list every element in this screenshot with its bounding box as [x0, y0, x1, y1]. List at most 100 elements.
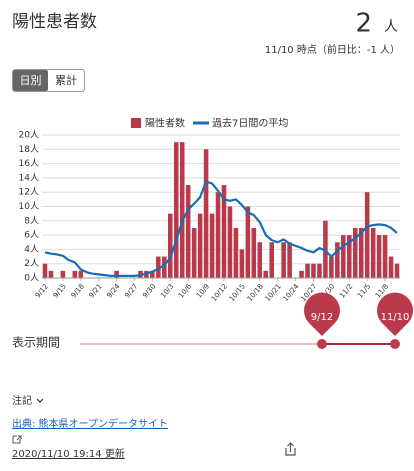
- y-tick-label: 10人: [19, 201, 39, 212]
- bar: [185, 185, 191, 278]
- x-tick-label: 10/18: [246, 282, 265, 303]
- x-tick-label: 9/27: [123, 282, 139, 299]
- bar: [382, 235, 388, 278]
- period-label: 表示期間: [12, 336, 60, 350]
- bar: [358, 227, 364, 278]
- legend-label: 過去7日間の平均: [212, 118, 288, 130]
- bar: [215, 192, 221, 278]
- slider-handle[interactable]: [390, 339, 400, 349]
- notes-toggle[interactable]: 注記: [12, 394, 32, 407]
- bar: [299, 270, 304, 278]
- bar: [209, 213, 215, 278]
- bar: [78, 270, 84, 278]
- bar: [335, 242, 340, 278]
- y-tick-label: 14人: [19, 172, 39, 183]
- x-tick-label: 10/21: [264, 282, 283, 303]
- bar: [245, 206, 251, 278]
- plot: 0人 2人 4人 6人 8人 10人 12人 14人 16人 18人 20人 9/12 9/15 9/18…: [19, 130, 400, 303]
- x-tick-label: 9/21: [88, 282, 104, 299]
- title: 陽性患者数: [12, 12, 97, 32]
- x-tick-label: 10/12: [210, 282, 229, 303]
- x-tick-label: 11/2: [338, 282, 354, 299]
- bar: [114, 270, 119, 278]
- updated-at: 2020/11/10 19:14 更新: [12, 447, 125, 460]
- bar: [173, 142, 179, 278]
- y-tick-label: 18人: [19, 144, 39, 155]
- x-tick-label: 11/5: [356, 282, 372, 299]
- x-tick-label: 9/24: [105, 282, 122, 300]
- bar: [305, 263, 310, 278]
- x-tick-label: 10/3: [159, 282, 175, 299]
- bar: [376, 235, 382, 278]
- x-tick-label: 9/30: [141, 282, 157, 299]
- legend-swatch: [131, 118, 141, 128]
- bar: [179, 142, 185, 278]
- bar: [341, 235, 346, 278]
- x-tick-label: 9/12: [34, 282, 50, 299]
- bar: [311, 263, 316, 278]
- bar: [221, 185, 227, 278]
- x-tick-label: 9/18: [70, 282, 86, 299]
- bar: [197, 213, 203, 278]
- legend-label: 陽性者数: [145, 117, 185, 130]
- bar: [370, 227, 376, 278]
- bar: [72, 270, 78, 278]
- x-tick-label: 10/24: [282, 282, 301, 303]
- average-line: [44, 180, 398, 277]
- bar: [48, 270, 54, 278]
- source-link[interactable]: 出典: 熊本県オープンデータサイト: [12, 417, 168, 430]
- current-value: 2: [355, 9, 372, 39]
- external-link-icon[interactable]: [12, 435, 22, 444]
- bar: [156, 256, 161, 278]
- bar: [263, 270, 269, 278]
- bar: [191, 227, 197, 278]
- y-tick-label: 12人: [19, 187, 39, 198]
- y-tick-label: 2人: [24, 258, 39, 269]
- bar: [287, 242, 292, 278]
- toggle-cumulative[interactable]: 累計: [55, 73, 77, 87]
- bar: [352, 227, 358, 278]
- y-tick-label: 4人: [24, 244, 39, 255]
- bar: [257, 242, 263, 278]
- bar: [251, 227, 257, 278]
- y-tick-label: 8人: [24, 215, 39, 226]
- x-tick-label: 9/15: [52, 282, 68, 299]
- bar: [168, 213, 173, 278]
- value-unit: 人: [384, 19, 398, 35]
- share-icon[interactable]: [285, 442, 296, 456]
- bar: [162, 256, 167, 278]
- bar: [329, 256, 334, 278]
- toggle-daily[interactable]: 日別: [20, 74, 42, 87]
- bar: [60, 270, 66, 278]
- chevron-icon[interactable]: [36, 398, 44, 403]
- pin-end-label: 11/10: [381, 312, 410, 323]
- bar: [269, 242, 274, 278]
- toggle-selected[interactable]: [13, 70, 48, 91]
- y-tick-label: 16人: [19, 158, 39, 169]
- slider-pin[interactable]: [377, 292, 413, 336]
- bar: [394, 263, 400, 278]
- x-tick-label: 10/15: [228, 282, 247, 303]
- bar: [388, 256, 394, 278]
- x-tick-label: 10/9: [195, 282, 211, 299]
- bar: [347, 235, 352, 278]
- slider-handle[interactable]: [317, 339, 327, 349]
- bar: [150, 270, 155, 278]
- bar: [239, 249, 245, 278]
- y-tick-label: 6人: [24, 230, 39, 241]
- date-note: 11/10 時点（前日比：-1 人）: [265, 43, 400, 56]
- bar: [203, 149, 209, 278]
- y-tick-label: 0人: [24, 273, 39, 284]
- y-tick-label: 20人: [19, 130, 39, 141]
- pin-start-label: 9/12: [311, 312, 333, 323]
- bar: [317, 263, 322, 278]
- bar: [323, 220, 328, 278]
- bar: [42, 263, 48, 278]
- bar: [281, 242, 286, 278]
- bar: [233, 227, 239, 278]
- slider-pin[interactable]: [304, 292, 341, 336]
- x-tick-label: 10/6: [177, 282, 194, 300]
- bar: [227, 206, 233, 278]
- bar: [364, 192, 370, 278]
